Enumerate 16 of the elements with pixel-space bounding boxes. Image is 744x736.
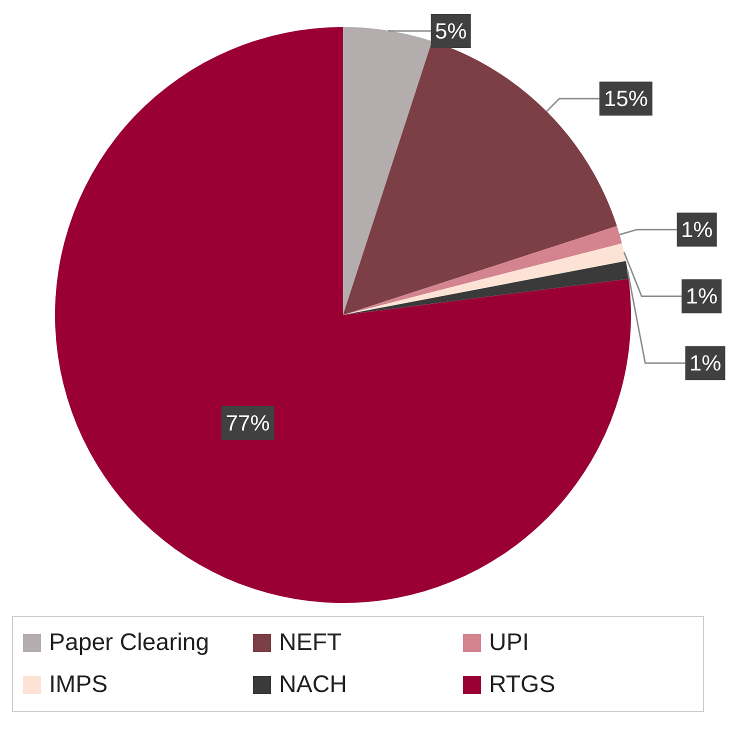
data-label: 1%: [680, 217, 713, 242]
data-label: 15%: [604, 86, 648, 112]
pie-slice: [343, 27, 432, 315]
legend-label: RTGS: [489, 671, 556, 699]
pie-slice: [343, 261, 629, 315]
legend-label: IMPS: [49, 671, 108, 699]
legend-label: Paper Clearing: [49, 629, 210, 657]
legend-label: UPI: [489, 629, 530, 657]
data-label: 77%: [226, 410, 270, 436]
data-label: 1%: [689, 350, 722, 376]
pie-slice: [343, 226, 622, 315]
data-label: 5%: [434, 18, 467, 44]
pie-slice: [343, 243, 626, 315]
legend-label: NACH: [279, 671, 348, 699]
legend-label: NEFT: [279, 629, 342, 657]
data-label: 1%: [686, 284, 718, 309]
